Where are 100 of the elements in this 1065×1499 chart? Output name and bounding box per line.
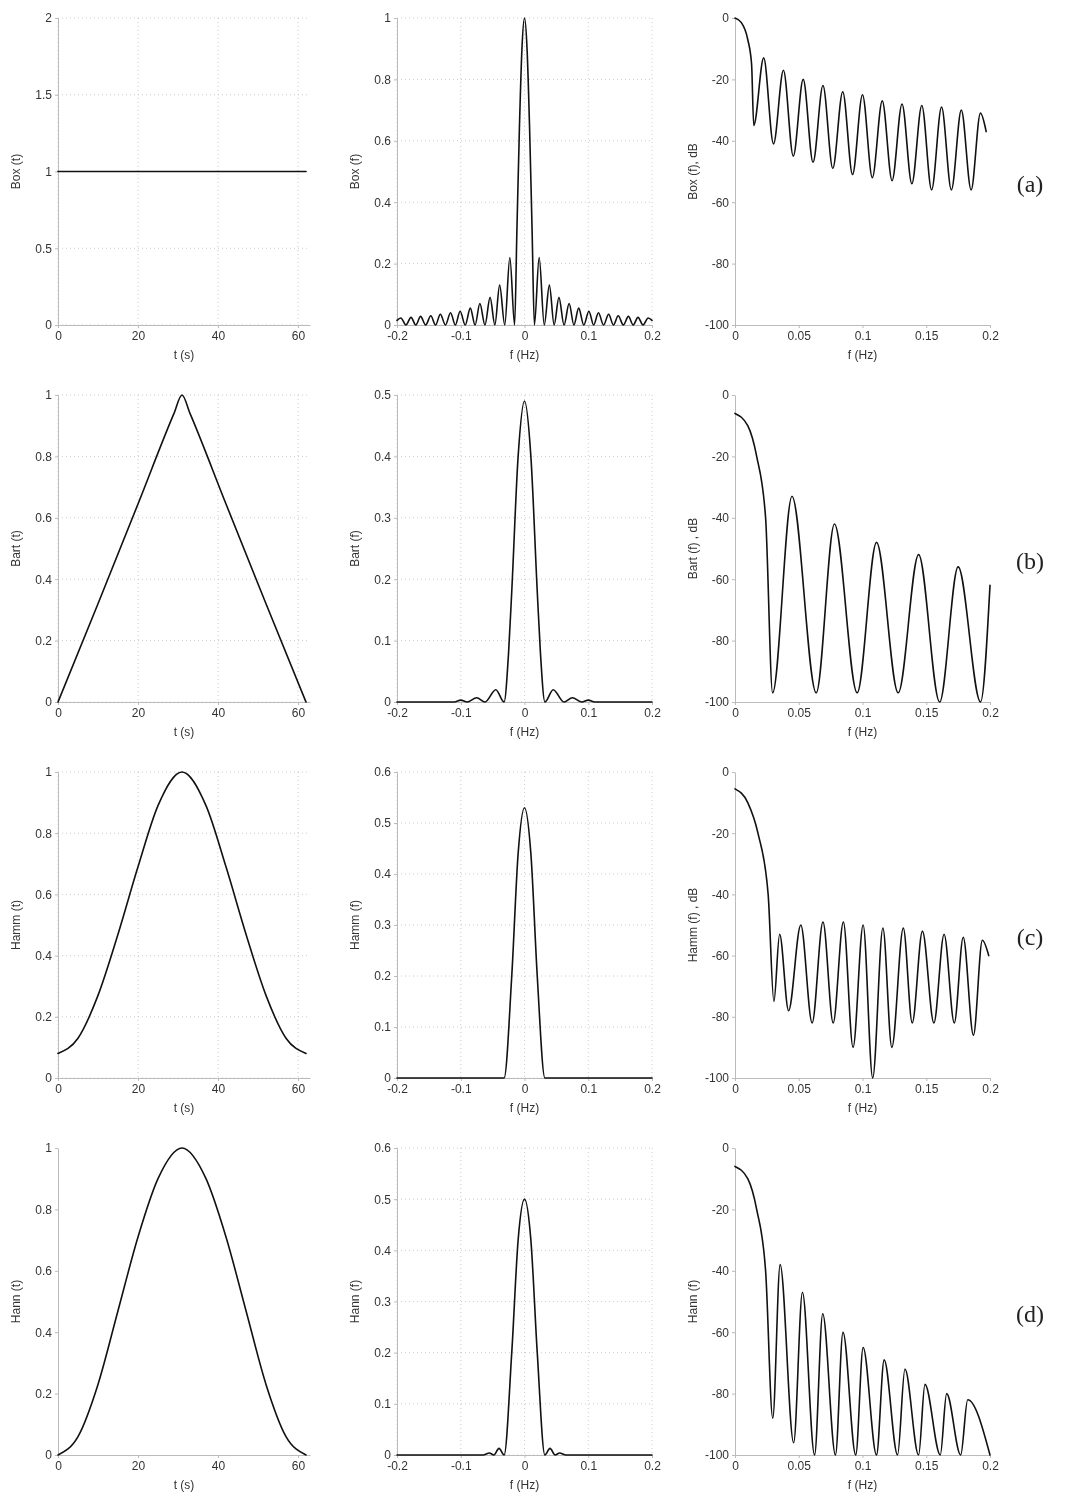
y-tick-label: 0.2 (35, 1010, 53, 1025)
y-tick-label: 0.5 (374, 1192, 392, 1207)
text: (c) (1016, 924, 1044, 950)
line-series (57, 771, 307, 1055)
y-tick-label: -20 (711, 449, 730, 464)
y-tick-label: 0.4 (35, 572, 53, 587)
y-tick-label: -60 (711, 948, 730, 963)
y-tick-label: 0.6 (35, 511, 53, 526)
y-axis-title: Bart (t) (9, 530, 23, 567)
x-tick-label: 0 (55, 1458, 63, 1473)
y-axis-title: Box (f), dB (686, 143, 700, 200)
y-tick-label: 0.4 (374, 195, 392, 210)
y-tick-label: 2 (45, 11, 53, 26)
y-tick-label: 0 (722, 11, 730, 26)
x-axis-title: t (s) (173, 1478, 195, 1492)
x-tick-label: 0.1 (854, 1081, 872, 1096)
y-tick-label: 1.5 (35, 88, 53, 103)
y-tick-label: 0.3 (374, 511, 392, 526)
x-tick-label: 0 (732, 1081, 740, 1096)
y-axis-title: Hamm (f) , dB (686, 887, 700, 963)
y-tick-label: -40 (711, 887, 730, 902)
y-axis-title: Bart (f) (348, 530, 362, 567)
x-axis-title: f (Hz) (509, 348, 540, 362)
x-tick-label: 0 (521, 705, 529, 720)
line-series (734, 17, 987, 191)
x-tick-label: -0.1 (450, 328, 472, 343)
x-tick-label: -0.1 (450, 1458, 472, 1473)
x-tick-label: 0.05 (787, 705, 812, 720)
y-tick-label: 0.8 (35, 826, 53, 841)
y-tick-label: 0.4 (374, 867, 392, 882)
x-tick-label: 0.1 (580, 705, 598, 720)
x-tick-label: 0.05 (787, 1458, 812, 1473)
y-tick-label: 0.6 (374, 765, 392, 780)
x-tick-label: 40 (211, 1458, 226, 1473)
y-tick-label: 0.4 (374, 449, 392, 464)
x-tick-label: 20 (131, 1458, 146, 1473)
x-tick-label: 0.15 (915, 328, 939, 343)
y-tick-label: 0.5 (35, 241, 53, 256)
y-tick-label: 0.6 (374, 1141, 392, 1156)
y-tick-label: 0.2 (374, 969, 392, 984)
y-tick-label: 0.2 (374, 572, 392, 587)
y-tick-label: -100 (704, 318, 730, 333)
x-tick-label: 0.2 (644, 705, 662, 720)
y-tick-label: -80 (711, 1386, 730, 1401)
x-axis-title: t (s) (173, 348, 195, 362)
y-tick-label: -80 (711, 633, 730, 648)
y-tick-label: -60 (711, 572, 730, 587)
y-tick-label: -40 (711, 511, 730, 526)
y-tick-label: -20 (711, 72, 730, 87)
y-tick-label: -60 (711, 195, 730, 210)
y-tick-label: 0.4 (35, 1325, 53, 1340)
x-tick-label: 60 (291, 328, 306, 343)
x-axis-title: t (s) (173, 1101, 195, 1115)
x-tick-label: 60 (291, 1458, 306, 1473)
x-tick-label: 0 (55, 328, 63, 343)
y-tick-label: -80 (711, 1010, 730, 1025)
y-tick-label: 0 (45, 1071, 53, 1086)
y-axis-title: Bart (f) , dB (686, 517, 700, 580)
y-axis-title: Box (t) (9, 153, 23, 190)
x-axis-title: f (Hz) (509, 1478, 540, 1492)
x-axis-title: f (Hz) (847, 1478, 878, 1492)
x-axis-title: f (Hz) (847, 1101, 878, 1115)
x-axis-title: f (Hz) (509, 725, 540, 739)
x-tick-label: 0 (521, 328, 529, 343)
y-tick-label: 0.1 (374, 1020, 392, 1035)
y-tick-label: 0.8 (35, 449, 53, 464)
x-tick-label: 60 (291, 705, 306, 720)
y-tick-label: -60 (711, 1325, 730, 1340)
y-tick-label: 0.6 (35, 1264, 53, 1279)
text: (d) (1016, 1300, 1044, 1327)
x-tick-label: 40 (211, 1081, 226, 1096)
y-tick-label: 0.4 (35, 948, 53, 963)
x-tick-label: 0 (732, 1458, 740, 1473)
y-tick-label: 0.1 (374, 633, 392, 648)
y-tick-label: 0 (722, 388, 730, 403)
x-tick-label: 40 (211, 328, 226, 343)
x-tick-label: 20 (131, 705, 146, 720)
y-tick-label: 0.8 (35, 1202, 53, 1217)
line-series (57, 394, 307, 703)
y-tick-label: 0.6 (374, 134, 392, 149)
y-tick-label: 0.3 (374, 1294, 392, 1309)
x-tick-label: 0.2 (644, 328, 662, 343)
x-tick-label: 0.1 (854, 328, 872, 343)
y-axis-title: Hamm (t) (9, 900, 23, 950)
line-series (396, 17, 653, 326)
x-tick-label: 40 (211, 705, 226, 720)
y-tick-label: 0.2 (374, 256, 392, 271)
y-tick-label: 1 (45, 388, 53, 403)
y-tick-label: -40 (711, 134, 730, 149)
x-axis-title: f (Hz) (509, 1101, 540, 1115)
x-tick-label: 0.2 (982, 1081, 1000, 1096)
x-tick-label: 0.2 (982, 328, 1000, 343)
y-tick-label: 1 (45, 765, 53, 780)
x-tick-label: 0.1 (580, 1458, 598, 1473)
x-tick-label: 0 (732, 328, 740, 343)
x-tick-label: 0 (55, 1081, 63, 1096)
y-tick-label: 0.5 (374, 816, 392, 831)
x-axis-title: f (Hz) (847, 348, 878, 362)
y-tick-label: 0.2 (35, 633, 53, 648)
x-tick-label: 0.1 (580, 1081, 598, 1096)
